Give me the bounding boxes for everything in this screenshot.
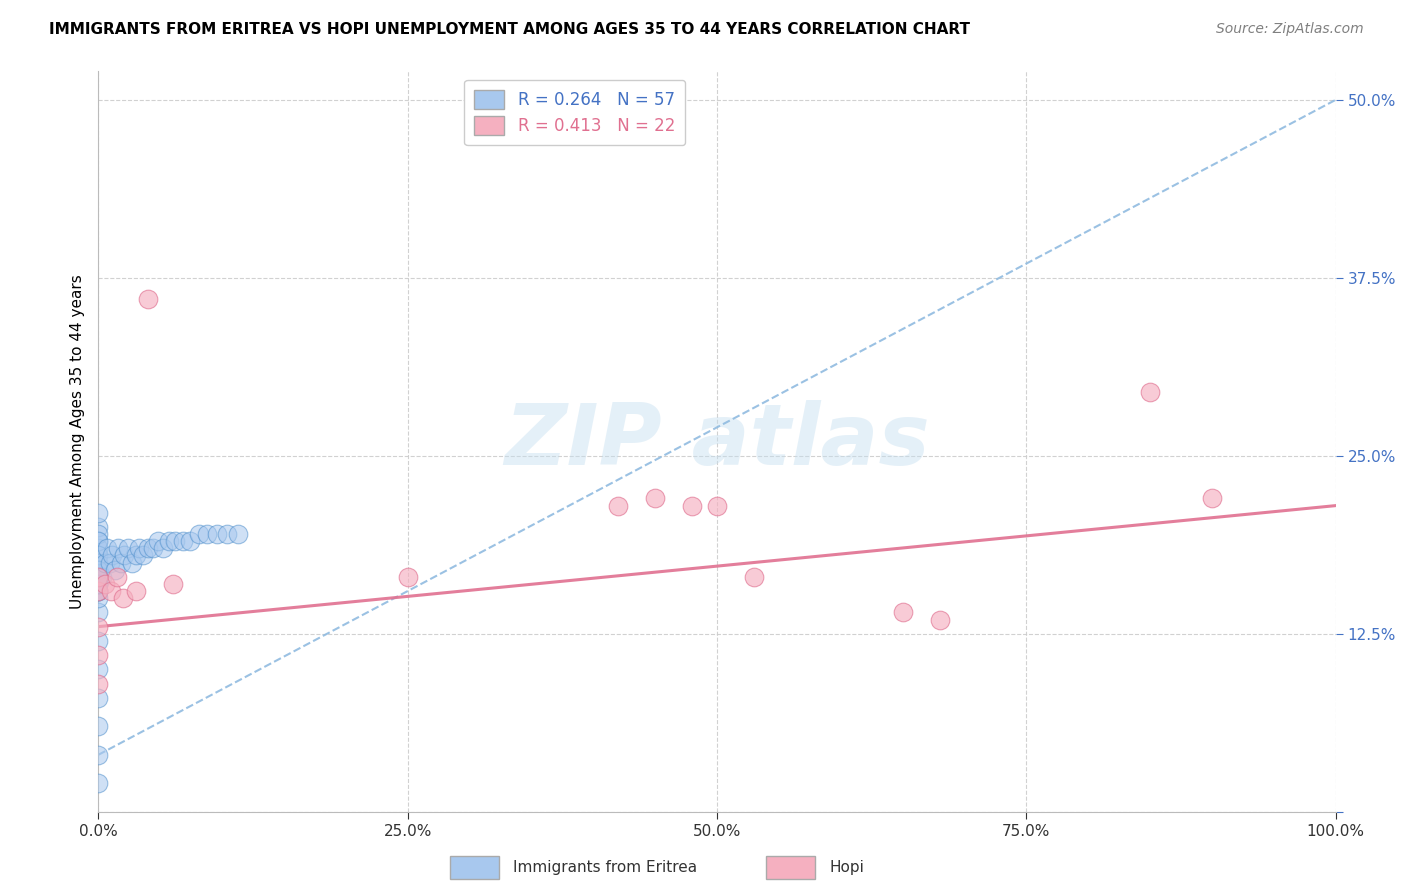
Point (96, 541, 118, 556)
Point (742, 570, 765, 584)
Point (132, 549, 155, 563)
Text: Source: ZipAtlas.com: Source: ZipAtlas.com (1216, 22, 1364, 37)
Point (107, 541, 129, 556)
Point (87, 534, 110, 549)
Point (87, 633, 110, 648)
Point (87, 563, 110, 577)
Point (87, 606, 110, 620)
Point (87, 570, 110, 584)
Point (172, 534, 194, 549)
Point (87, 527, 110, 541)
Point (205, 527, 228, 541)
Point (101, 549, 124, 563)
Point (928, 613, 950, 627)
Point (103, 563, 125, 577)
Point (217, 527, 239, 541)
Point (87, 563, 110, 577)
Point (87, 570, 110, 584)
Point (87, 648, 110, 662)
Point (93, 577, 115, 591)
Point (105, 570, 128, 584)
Point (195, 527, 218, 541)
Point (162, 577, 184, 591)
Point (112, 591, 135, 606)
Point (1201, 491, 1223, 506)
Point (165, 534, 187, 549)
Point (87, 541, 110, 556)
Point (100, 584, 122, 599)
Point (87, 662, 110, 676)
Point (891, 606, 914, 620)
Point (87, 506, 110, 520)
Legend: R = 0.264   N = 57, R = 0.413   N = 22: R = 0.264 N = 57, R = 0.413 N = 22 (464, 79, 685, 145)
Point (87, 584, 110, 599)
Point (179, 534, 201, 549)
Point (87, 556, 110, 570)
Point (87, 570, 110, 584)
Text: Immigrants from Eritrea: Immigrants from Eritrea (513, 861, 697, 875)
Point (87, 776, 110, 790)
Point (187, 527, 209, 541)
Point (87, 570, 110, 584)
Point (87, 747, 110, 762)
Y-axis label: Unemployment Among Ages 35 to 44 years: Unemployment Among Ages 35 to 44 years (69, 274, 84, 609)
Point (146, 534, 169, 549)
Point (87, 577, 110, 591)
Point (87, 619, 110, 633)
Point (87, 520, 110, 534)
Point (644, 491, 666, 506)
Point (87, 549, 110, 563)
Point (157, 534, 180, 549)
Point (1139, 384, 1161, 399)
Point (136, 541, 159, 556)
Point (87, 549, 110, 563)
Point (87, 534, 110, 549)
Point (87, 563, 110, 577)
Point (607, 499, 630, 513)
Point (87, 584, 110, 599)
Point (87, 584, 110, 599)
Point (128, 541, 150, 556)
Point (110, 556, 132, 570)
Point (98, 556, 121, 570)
Point (124, 549, 146, 563)
Point (117, 541, 139, 556)
Point (87, 556, 110, 570)
Point (136, 292, 159, 306)
Point (226, 527, 249, 541)
Point (87, 719, 110, 733)
Point (91, 570, 114, 584)
Point (112, 549, 135, 563)
Point (142, 541, 165, 556)
Text: Hopi: Hopi (830, 861, 865, 875)
Point (87, 577, 110, 591)
Point (87, 584, 110, 599)
Point (93, 556, 115, 570)
Point (152, 541, 174, 556)
Point (87, 690, 110, 705)
Point (121, 556, 143, 570)
Point (87, 676, 110, 690)
Point (706, 499, 728, 513)
Point (124, 584, 146, 599)
Text: ZIP atlas: ZIP atlas (505, 400, 929, 483)
Point (681, 499, 703, 513)
Point (396, 570, 419, 584)
Point (87, 577, 110, 591)
Text: IMMIGRANTS FROM ERITREA VS HOPI UNEMPLOYMENT AMONG AGES 35 TO 44 YEARS CORRELATI: IMMIGRANTS FROM ERITREA VS HOPI UNEMPLOY… (49, 22, 970, 37)
Point (87, 591, 110, 606)
